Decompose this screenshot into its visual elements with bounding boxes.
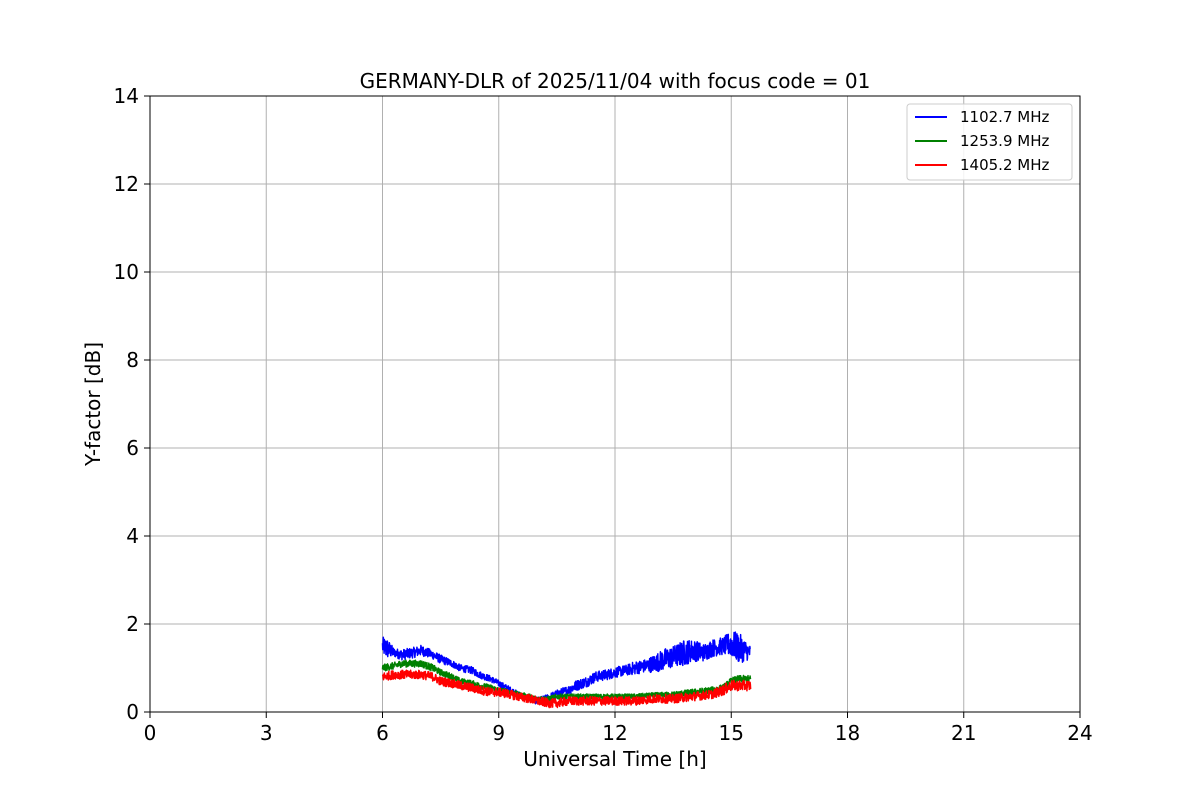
- y-tick-label: 10: [114, 260, 139, 284]
- legend-label-1: 1253.9 MHz: [960, 132, 1049, 150]
- x-tick-label: 6: [376, 721, 389, 745]
- y-tick-label: 6: [126, 436, 139, 460]
- y-tick-label: 4: [126, 524, 139, 548]
- series-line-1: [381, 659, 752, 703]
- y-tick-label: 2: [126, 612, 139, 636]
- x-tick-label: 12: [602, 721, 627, 745]
- legend-frame: [906, 103, 1073, 181]
- y-tick-label: 12: [114, 172, 139, 196]
- x-tick-label: 15: [719, 721, 744, 745]
- x-tick-label: 9: [492, 721, 505, 745]
- grid-lines: [150, 96, 1080, 712]
- x-tick-label: 18: [835, 721, 860, 745]
- legend: 1102.7 MHz 1253.9 MHz 1405.2 MHz: [906, 103, 1073, 181]
- chart-title: GERMANY-DLR of 2025/11/04 with focus cod…: [360, 69, 871, 93]
- series-layer: [381, 631, 752, 709]
- x-tick-label: 0: [144, 721, 157, 745]
- y-axis-label: Y-factor [dB]: [81, 342, 105, 467]
- legend-label-2: 1405.2 MHz: [960, 156, 1049, 174]
- x-tick-label: 24: [1067, 721, 1092, 745]
- x-tick-label: 3: [260, 721, 273, 745]
- y-tick-label: 0: [126, 700, 139, 724]
- legend-label-0: 1102.7 MHz: [960, 108, 1049, 126]
- x-tick-label: 21: [951, 721, 976, 745]
- y-tick-label: 14: [114, 84, 139, 108]
- series-line-2: [381, 669, 752, 709]
- y-tick-label: 8: [126, 348, 139, 372]
- x-axis-label: Universal Time [h]: [523, 747, 706, 771]
